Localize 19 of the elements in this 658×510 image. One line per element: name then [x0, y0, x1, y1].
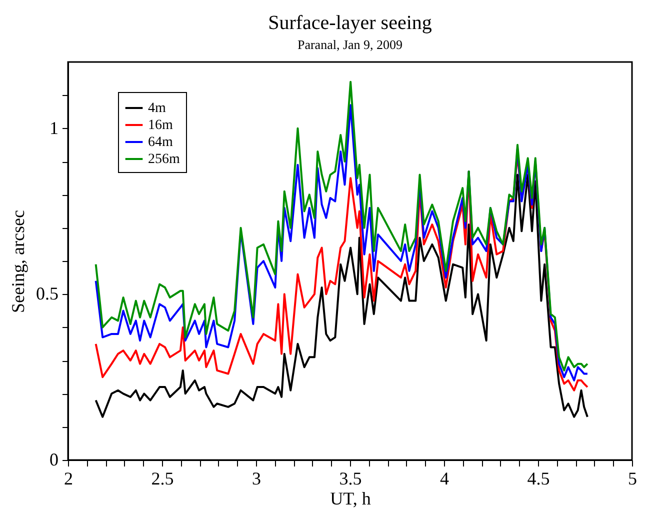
chart-title: Surface-layer seeing [268, 12, 432, 34]
x-tick-label: 3.5 [339, 468, 362, 488]
x-tick-label: 2.5 [151, 468, 174, 488]
legend-label: 256m [148, 152, 180, 167]
legend-label: 64m [148, 135, 173, 150]
legend-label: 4m [148, 101, 166, 116]
y-tick-label: 1 [50, 118, 58, 138]
y-axis-title: Seeing, arcsec [8, 210, 28, 313]
x-tick-label: 2 [64, 468, 73, 488]
chart-subtitle: Paranal, Jan 9, 2009 [297, 37, 403, 52]
x-tick-label: 3 [252, 468, 261, 488]
x-tick-label: 4.5 [527, 468, 550, 488]
x-tick-label: 4 [440, 468, 449, 488]
line-series [94, 174, 588, 418]
x-tick-label: 5 [628, 468, 637, 488]
y-tick-label: 0 [50, 450, 58, 470]
x-axis-title: UT, h [330, 488, 371, 508]
y-tick-label: 0.5 [36, 284, 58, 304]
legend-label: 16m [148, 118, 173, 133]
